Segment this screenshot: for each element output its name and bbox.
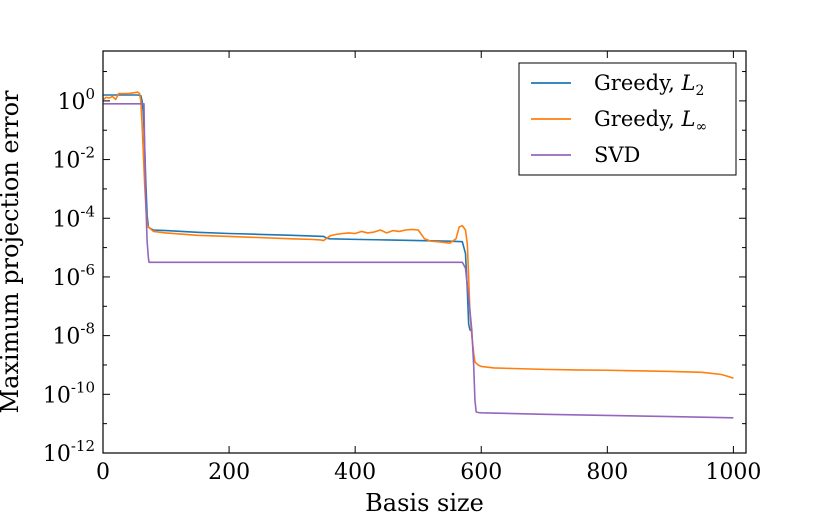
- x-tick-label-2: 400: [334, 460, 376, 485]
- y-tick-label-0: 100: [57, 85, 95, 115]
- y-tick-label-6: 10-12: [43, 437, 95, 467]
- x-tick-label-4: 800: [586, 460, 628, 485]
- y-tick-labels: 100 10-2 10-4 10-6 10-8 10-10 10-12: [43, 85, 95, 467]
- y-tick-label-4: 10-8: [52, 320, 95, 350]
- legend-label-1: Greedy, L2: [594, 71, 704, 99]
- plot-frame: [102, 50, 747, 454]
- y-tick-label-5: 10-10: [43, 378, 95, 408]
- x-tick-label-0: 0: [96, 460, 110, 485]
- x-tick-label-5: 1000: [705, 460, 761, 485]
- legend-label-2: Greedy, L∞: [594, 107, 707, 135]
- series-line-2: [103, 91, 734, 379]
- x-tick-label-3: 600: [460, 460, 502, 485]
- legend: Greedy, L2 Greedy, L∞ SVD: [518, 62, 737, 176]
- y-tick-label-2: 10-4: [52, 202, 95, 232]
- y-tick-label-3: 10-6: [52, 261, 95, 291]
- ticks-layer: [102, 51, 746, 454]
- y-tick-label-1: 10-2: [52, 144, 95, 174]
- x-tick-label-1: 200: [208, 460, 250, 485]
- series-line-3: [103, 103, 734, 419]
- series-layer: [103, 91, 734, 419]
- legend-label-3: SVD: [594, 143, 640, 167]
- series-line-1: [103, 94, 473, 332]
- y-axis-title: Maximum projection error: [0, 90, 24, 414]
- x-tick-labels: 0 200 400 600 800 1000: [96, 460, 761, 485]
- x-axis-title: Basis size: [365, 489, 484, 517]
